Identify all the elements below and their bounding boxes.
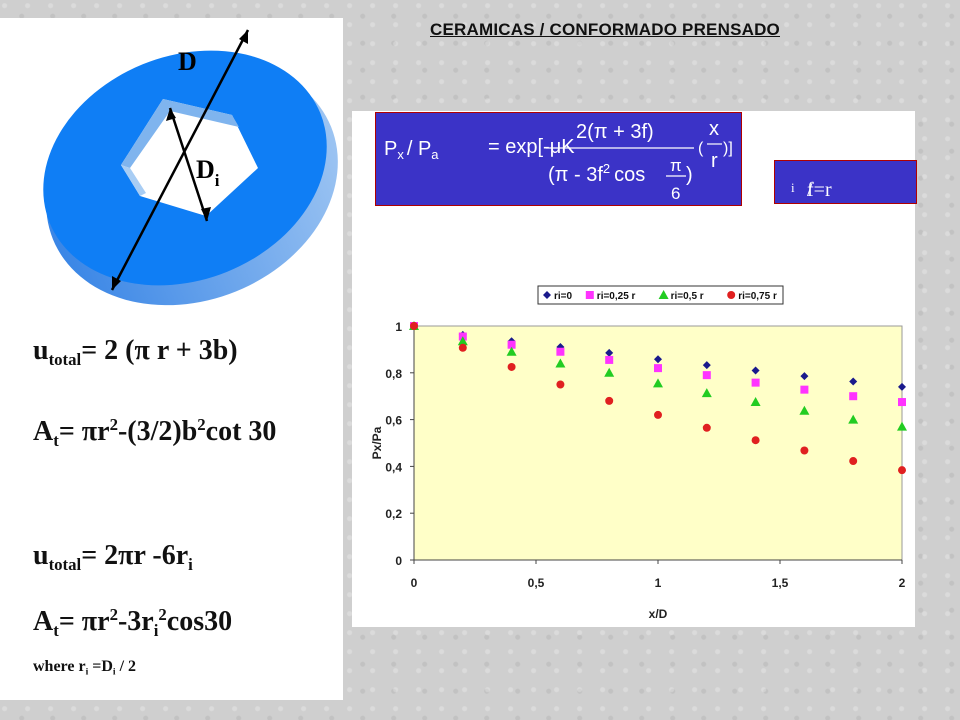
legend-marker-series-3 xyxy=(658,290,669,299)
data-point-series-3 xyxy=(506,346,517,356)
pressure-ratio-chart: 0 0,2 0,4 0,6 0,8 1 0 0,5 1 1,5 2 x/D Px/Pa ri=0 ri=0,… xyxy=(370,285,907,621)
eq-numerator: 2(π + 3f) xyxy=(576,121,654,143)
eq-lhs: Px / Pa xyxy=(384,138,439,162)
legend-marker-series-4 xyxy=(727,291,736,299)
data-point-series-4 xyxy=(507,362,516,371)
hex-hole-disk-diagram: D Di xyxy=(43,29,338,306)
hex-hole-wall-side xyxy=(121,165,146,196)
data-point-series-3 xyxy=(897,421,907,431)
eq-close-den: ) xyxy=(686,164,693,186)
x-tick-label: 0,5 xyxy=(528,576,545,590)
data-point-series-3 xyxy=(848,414,859,424)
data-point-series-4 xyxy=(458,343,467,352)
legend-box xyxy=(537,285,784,305)
legend-label-series-2: ri=0,25 r xyxy=(597,291,636,302)
y-axis-label: Px/Pa xyxy=(370,426,384,459)
formula-area-1: At= πr2-(3/2)b2cot 30 xyxy=(33,415,277,450)
data-point-series-2 xyxy=(800,385,809,394)
data-point-series-2 xyxy=(556,347,565,356)
data-point-series-4 xyxy=(410,322,418,330)
legend-label-series-4: ri=0,75 r xyxy=(738,291,777,302)
arrowhead-Di-bottom xyxy=(201,207,211,221)
legend-label-series-3: ri=0,5 r xyxy=(671,291,704,302)
data-point-series-1 xyxy=(849,377,858,386)
formula-u-total-2: utotal= 2πr -6ri xyxy=(33,540,193,574)
data-point-series-3 xyxy=(653,378,663,388)
data-point-series-1 xyxy=(751,366,760,375)
eq-r: r xyxy=(711,150,718,172)
formula-where-ri: where ri =Di / 2 xyxy=(33,658,137,678)
x-tick-label: 1 xyxy=(655,576,662,590)
data-point-series-2 xyxy=(898,398,906,407)
diameter-D-line xyxy=(110,29,250,291)
data-point-series-4 xyxy=(654,410,662,419)
data-point-series-4 xyxy=(800,446,809,455)
eq-pi: π xyxy=(670,156,682,175)
arrowhead-D-bottom xyxy=(112,276,121,290)
y-tick-label: 0,2 xyxy=(385,507,402,521)
data-point-series-3 xyxy=(799,405,810,415)
x-tick-label: 2 xyxy=(899,576,906,590)
eq-exp: = exp[-μK xyxy=(488,136,575,158)
pressure-equation: Px / Pa = exp[-μK 2(π + 3f) (π - 3f2 cos π… xyxy=(384,118,733,203)
x-axis-label: x/D xyxy=(649,607,668,621)
hex-hole-wall xyxy=(121,99,239,168)
data-point-series-3 xyxy=(750,397,761,407)
data-point-series-1 xyxy=(702,361,711,370)
legend-marker-series-1 xyxy=(543,291,551,299)
arrowhead-D-top xyxy=(239,30,248,44)
pressure-equation-box: Px / Pa = exp[-μK 2(π + 3f) (π - 3f2 cos π… xyxy=(375,112,742,206)
eq-denominator: (π - 3f2 cos xyxy=(548,161,645,186)
data-point-series-4 xyxy=(556,380,565,389)
data-point-series-2 xyxy=(702,371,711,380)
data-point-series-3 xyxy=(555,358,566,368)
formula-area-2: At= πr2-3ri2cos30 xyxy=(33,605,233,640)
data-point-series-4 xyxy=(702,423,711,432)
data-point-series-2 xyxy=(751,378,760,387)
eq-x: x xyxy=(709,118,719,140)
data-point-series-2 xyxy=(605,355,614,364)
data-point-series-2 xyxy=(654,364,662,373)
legend-marker-series-2 xyxy=(585,291,594,299)
data-point-series-2 xyxy=(849,392,858,401)
eq-paren-open: ( xyxy=(698,140,704,157)
y-tick-label: 0,4 xyxy=(385,460,402,474)
data-point-series-3 xyxy=(457,336,468,346)
data-point-series-1 xyxy=(898,382,906,391)
data-point-series-4 xyxy=(605,396,614,405)
left-panel: D Di xyxy=(0,18,343,700)
f-definition: f=r i / r xyxy=(791,179,832,224)
label-Di: Di xyxy=(196,155,220,190)
eq-six: 6 xyxy=(671,184,680,203)
y-tick-label: 1 xyxy=(395,320,402,334)
diameter-Di-line xyxy=(168,107,209,222)
data-point-series-4 xyxy=(849,457,858,466)
data-point-series-2 xyxy=(507,340,516,349)
slide-title: CERAMICAS / CONFORMADO PRENSADO xyxy=(430,20,780,39)
legend-label-series-1: ri=0 xyxy=(554,291,573,302)
data-point-series-1 xyxy=(654,355,662,364)
y-tick-label: 0 xyxy=(395,554,402,568)
data-point-series-3 xyxy=(701,388,712,398)
y-tick-label: 0,6 xyxy=(385,414,402,428)
label-D: D xyxy=(178,47,197,76)
data-point-series-4 xyxy=(751,436,760,445)
formula-u-total-1: utotal= 2 (π r + 3b) xyxy=(33,335,238,369)
x-tick-label: 1,5 xyxy=(772,576,789,590)
eq-tail: )] xyxy=(723,140,733,157)
data-point-series-3 xyxy=(604,367,615,377)
data-point-series-1 xyxy=(800,372,809,381)
data-point-series-4 xyxy=(898,466,906,475)
arrowhead-Di-top xyxy=(166,108,176,121)
data-point-series-1 xyxy=(605,348,614,357)
y-tick-label: 0,8 xyxy=(385,367,402,381)
f-definition-box: f=r i / r xyxy=(774,160,917,224)
x-tick-label: 0 xyxy=(411,576,418,590)
